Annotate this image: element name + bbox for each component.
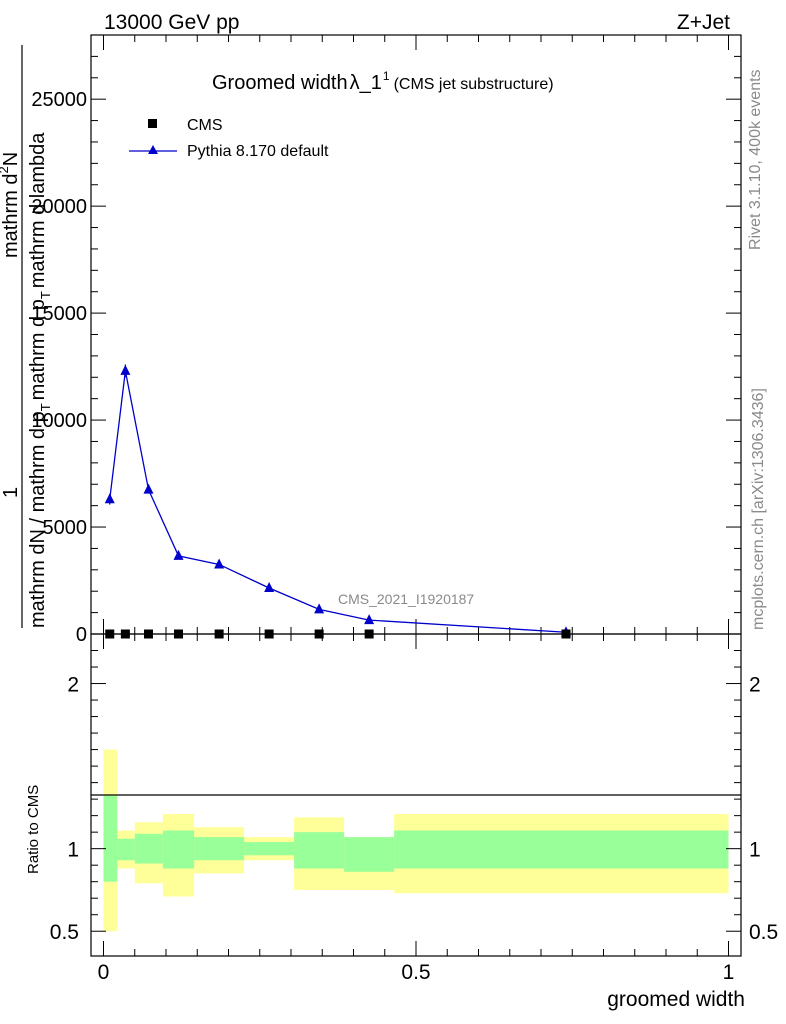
pythia-point — [173, 549, 184, 560]
series-pythia — [104, 364, 571, 637]
plot-title: Groomed width λ_11 (CMS jet substructure) — [212, 69, 554, 94]
ratio-ticks — [91, 634, 741, 956]
ratio-y-tick-label-right: 0.5 — [749, 921, 778, 944]
ratio-x-tick-label: 1 — [723, 961, 735, 984]
ratio-inner-band — [344, 837, 395, 872]
y-axis-label: 1 mathrm dN / mathrm d pTmathrm d pTmath… — [0, 45, 53, 628]
ratio-inner-band — [162, 830, 195, 869]
pythia-point — [264, 582, 275, 593]
plot-title-superscript: 1 — [383, 69, 390, 83]
pythia-point — [364, 614, 375, 625]
main-y-tick-label: 0 — [76, 624, 87, 646]
rivet-version-label: Rivet 3.1.10, 400k events — [747, 69, 764, 250]
ratio-inner-band — [394, 830, 729, 869]
energy-label: 13000 GeV pp — [104, 11, 239, 34]
main-y-tick-label: 5000 — [43, 517, 88, 539]
pythia-point — [214, 558, 225, 569]
ratio-bands — [103, 749, 729, 932]
pythia-point — [314, 603, 325, 614]
main-y-tick-label: 25000 — [31, 89, 87, 111]
legend-cms-label: CMS — [187, 117, 223, 134]
plot-title-text: Groomed width — [212, 72, 348, 94]
y-label-sub-t2: T — [38, 291, 53, 299]
ratio-inner-band — [103, 795, 118, 882]
process-label: Z+Jet — [677, 11, 730, 34]
y-label-dlambda: mathrm d lambda — [27, 132, 49, 288]
ratio-y-axis-label: Ratio to CMS — [25, 785, 42, 874]
legend-cms-marker — [148, 119, 157, 128]
y-label-denominator: mathrm dN / mathrm d pTmathrm d pTmathrm… — [27, 132, 53, 628]
y-label-sup-2: 2 — [0, 166, 11, 173]
ratio-y-tick-label-right: 2 — [749, 674, 761, 697]
y-label-d2: mathrm d — [0, 174, 22, 258]
y-label-sub-t1: T — [38, 403, 53, 411]
ratio-x-tick-label: 0.5 — [401, 961, 430, 984]
y-label-n: N — [0, 152, 22, 166]
ratio-y-tick-label-left: 1 — [67, 839, 79, 862]
pythia-point — [120, 364, 131, 375]
legend-pythia-label: Pythia 8.170 default — [187, 143, 329, 160]
plot-title-symbol: λ_1 — [350, 72, 382, 94]
main-y-tick-label: 20000 — [31, 196, 87, 218]
analysis-watermark: CMS_2021_I1920187 — [338, 591, 474, 607]
ratio-x-tick-labels: 0 0.5 1 — [98, 961, 735, 984]
y-label-dn-dpt: mathrm dN / mathrm d p — [27, 411, 49, 628]
y-label-one: 1 — [0, 487, 22, 498]
x-axis-label: groomed width — [607, 988, 745, 1011]
y-label-dpt: mathrm d p — [27, 299, 49, 400]
legend: CMS Pythia 8.170 default — [129, 117, 329, 160]
legend-pythia-marker — [148, 145, 158, 154]
plot-title-note: (CMS jet substructure) — [394, 76, 554, 93]
ratio-y-tick-label-right: 1 — [749, 839, 761, 862]
ratio-panel: 0.5 0.51 12 2 0 0.5 1 Ratio to CMS groomed wi… — [25, 633, 778, 1011]
main-y-tick-label: 15000 — [31, 303, 87, 325]
ratio-inner-band — [117, 838, 135, 861]
main-ticks — [91, 34, 741, 635]
ratio-inner-band — [194, 837, 245, 861]
ratio-inner-band — [134, 833, 163, 864]
ratio-y-tick-label-left: 0.5 — [50, 921, 79, 944]
ratio-inner-band — [244, 842, 295, 856]
mcplots-label: mcplots.cern.ch [arXiv:1306.3436] — [750, 388, 767, 630]
main-y-tick-label: 10000 — [31, 410, 87, 432]
main-y-tick-labels: 0 5000 10000 15000 20000 25000 — [31, 89, 87, 646]
ratio-inner-band — [294, 832, 345, 869]
ratio-y-tick-labels: 0.5 0.5 1 1 2 2 — [50, 674, 778, 945]
ratio-y-tick-label-left: 2 — [67, 674, 79, 697]
pythia-point — [104, 493, 115, 504]
ratio-x-tick-label: 0 — [98, 961, 110, 984]
pythia-point — [143, 483, 154, 494]
y-label-numerator: mathrm d2N — [0, 152, 22, 258]
main-panel: 0 5000 10000 15000 20000 25000 Groomed width λ… — [0, 34, 742, 646]
